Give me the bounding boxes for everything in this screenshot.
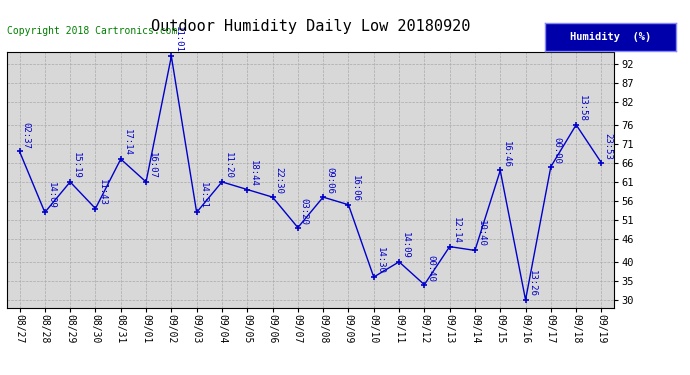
Text: 00:00: 00:00 — [553, 137, 562, 164]
Text: 02:37: 02:37 — [21, 122, 30, 148]
Text: 11:20: 11:20 — [224, 152, 233, 179]
Text: 13:26: 13:26 — [528, 270, 537, 297]
Text: 00:40: 00:40 — [426, 255, 435, 282]
Text: 22:30: 22:30 — [275, 167, 284, 194]
Text: Outdoor Humidity Daily Low 20180920: Outdoor Humidity Daily Low 20180920 — [151, 19, 470, 34]
Text: 17:14: 17:14 — [123, 129, 132, 156]
Text: Humidity  (%): Humidity (%) — [570, 32, 651, 42]
Text: 10:40: 10:40 — [477, 220, 486, 248]
Text: 09:06: 09:06 — [325, 167, 334, 194]
Text: 11:01: 11:01 — [173, 26, 182, 53]
Text: 12:14: 12:14 — [452, 217, 461, 243]
Text: 14:31: 14:31 — [199, 182, 208, 209]
Text: 03:20: 03:20 — [300, 198, 309, 225]
Text: 11:43: 11:43 — [97, 178, 106, 206]
Text: 16:06: 16:06 — [351, 175, 359, 202]
Text: 18:44: 18:44 — [249, 160, 258, 186]
Text: 16:46: 16:46 — [502, 141, 511, 168]
Text: Copyright 2018 Cartronics.com: Copyright 2018 Cartronics.com — [7, 26, 177, 36]
Text: 14:30: 14:30 — [376, 247, 385, 274]
Text: 23:53: 23:53 — [604, 133, 613, 160]
Text: 16:07: 16:07 — [148, 152, 157, 179]
Text: 14:09: 14:09 — [401, 232, 410, 259]
Text: 14:09: 14:09 — [47, 182, 56, 209]
Text: 15:19: 15:19 — [72, 152, 81, 179]
Text: 13:58: 13:58 — [578, 95, 587, 122]
